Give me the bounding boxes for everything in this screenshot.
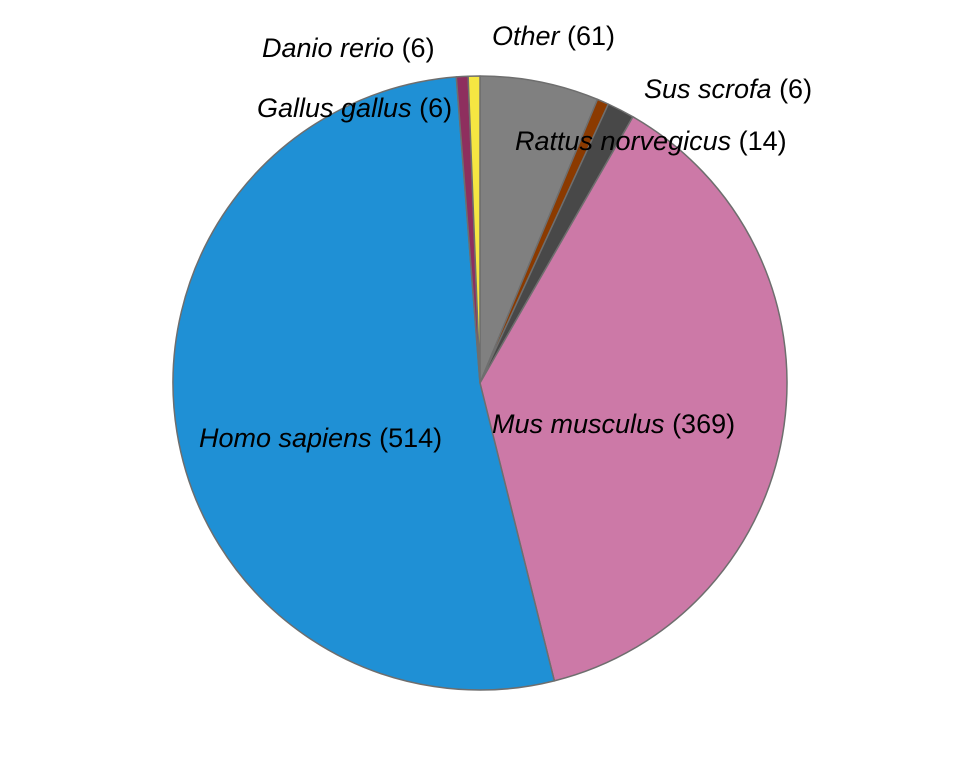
label-name-sus-scrofa: Sus scrofa — [644, 74, 779, 104]
pie-slices — [172, 75, 788, 691]
label-rattus-norvegicus: Rattus norvegicus (14) — [515, 126, 787, 156]
label-name-gallus-gallus: Gallus gallus — [257, 93, 419, 123]
label-homo-sapiens: Homo sapiens (514) — [199, 423, 442, 453]
label-gallus-gallus: Gallus gallus (6) — [257, 93, 452, 123]
label-count-gallus-gallus: (6) — [419, 93, 452, 123]
label-name-other: Other — [492, 21, 567, 51]
slice-mus-musculus — [479, 116, 788, 682]
label-name-rattus-norvegicus: Rattus norvegicus — [515, 126, 739, 156]
label-count-homo-sapiens: (514) — [379, 423, 442, 453]
label-sus-scrofa: Sus scrofa (6) — [644, 74, 812, 104]
slice-homo-sapiens — [172, 76, 556, 691]
slice-labels: Other (61) Sus scrofa (6) Rattus norvegicu… — [199, 21, 812, 453]
label-mus-musculus: Mus musculus (369) — [492, 409, 735, 439]
label-count-rattus-norvegicus: (14) — [739, 126, 787, 156]
label-name-mus-musculus: Mus musculus — [492, 409, 672, 439]
label-name-homo-sapiens: Homo sapiens — [199, 423, 379, 453]
label-count-sus-scrofa: (6) — [779, 74, 812, 104]
slice-gallus-gallus — [467, 75, 481, 384]
label-count-other: (61) — [567, 21, 615, 51]
label-count-mus-musculus: (369) — [672, 409, 735, 439]
label-name-danio-rerio: Danio rerio — [262, 33, 402, 63]
label-count-danio-rerio: (6) — [402, 33, 435, 63]
label-danio-rerio: Danio rerio (6) — [262, 33, 435, 63]
slice-other — [479, 75, 599, 384]
label-other: Other (61) — [492, 21, 615, 51]
